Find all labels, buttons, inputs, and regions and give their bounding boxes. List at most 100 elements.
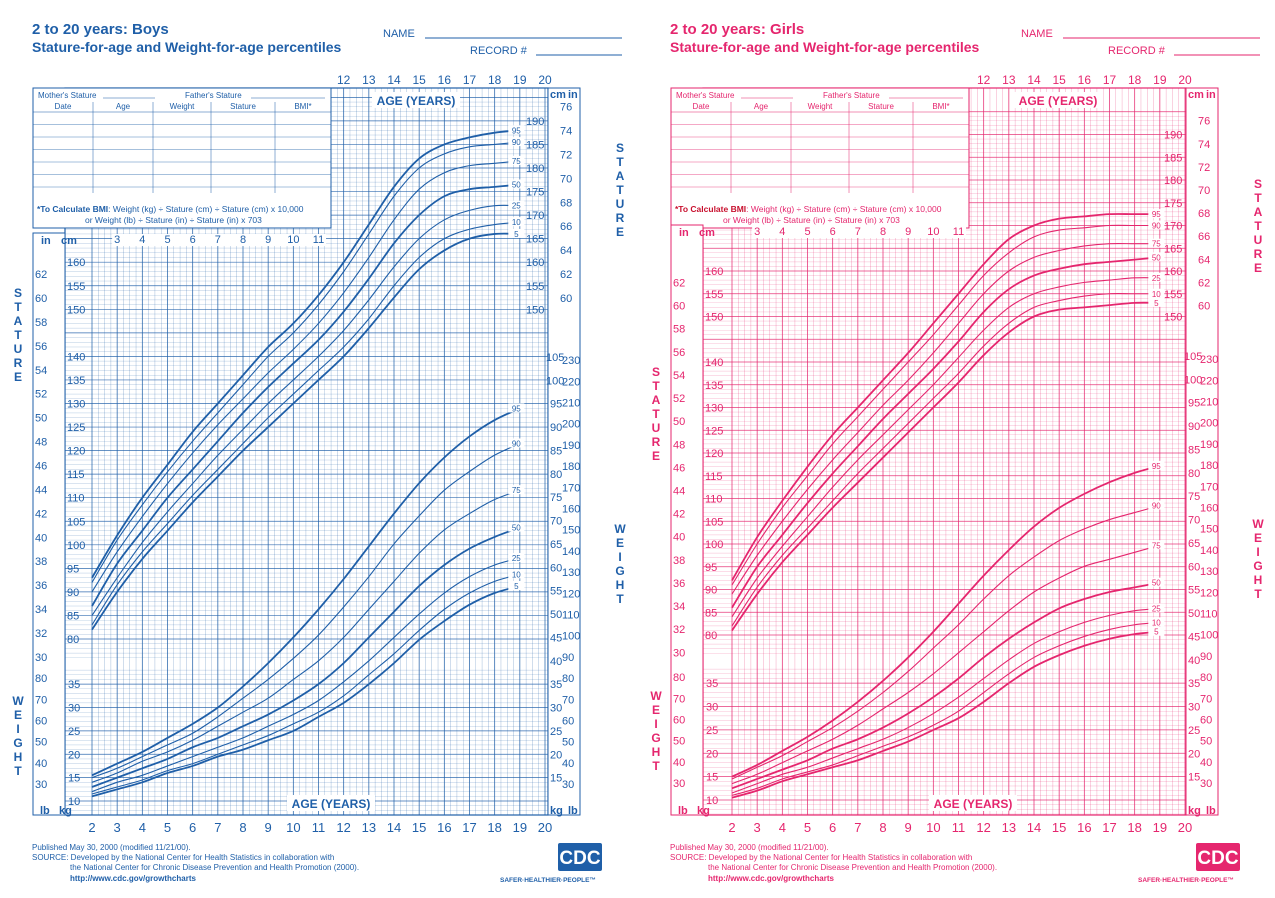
top-age-tick: 14 [387,73,401,87]
weight-label-bg [1148,626,1165,636]
weight-label-p75: 75 [512,486,521,495]
left-stature-in-tick: 46 [673,462,685,474]
vertical-letter: A [616,169,625,183]
right-stature-in-tick: 66 [1198,231,1210,243]
weight-label-p95: 95 [512,404,521,413]
name-label: NAME [1021,28,1053,40]
right-weight-lb-tick: 60 [562,716,574,728]
left-stature-in-tick: 38 [35,556,47,568]
unit-lb-right: lb [568,805,578,817]
left-stature-cm-tick: 95 [705,562,717,574]
right-weight-kg-tick: 45 [550,632,562,644]
left-stature-in-tick: 42 [35,508,47,520]
left-weight-lb-tick: 30 [673,778,685,790]
age-label-bottom: AGE (YEARS) [934,797,1013,811]
footer-published: Published May 30, 2000 (modified 11/21/0… [32,843,191,852]
right-weight-kg-tick: 40 [550,656,562,668]
stature-curve-p25 [91,204,520,616]
right-weight-lb-tick: 110 [1200,609,1218,621]
right-weight-lb-tick: 210 [1200,397,1218,409]
right-weight-kg-tick: 75 [550,492,562,504]
vertical-letter: E [1254,261,1262,275]
right-weight-lb-tick: 200 [1200,418,1218,430]
left-stature-in-tick: 62 [35,269,47,281]
bottom-age-tick: 2 [88,820,95,835]
inner-age-tick: 5 [804,226,810,238]
left-weight-lb-tick: 50 [673,736,685,748]
bottom-age-tick: 18 [1127,820,1141,835]
left-stature-in-tick: 52 [673,393,685,405]
vertical-letter: R [652,435,661,449]
vertical-letter: E [652,449,660,463]
stature-label-bg [508,217,525,227]
vertical-letter: I [654,717,657,731]
top-age-tick: 14 [1027,73,1041,87]
left-stature-cm-tick: 120 [705,448,723,460]
left-stature-cm-tick: 125 [67,422,85,434]
stature-label-bg [1148,288,1165,298]
inner-age-tick: 8 [880,226,886,238]
weight-label-bg [1148,460,1165,470]
cdc-logo-text: CDC [559,848,600,869]
vertical-letter: T [1254,219,1262,233]
weight-curve-p75 [731,544,1160,785]
weight-label-p50: 50 [1152,579,1161,588]
unit-kg-label: kg [697,805,710,817]
right-weight-lb-tick: 200 [562,419,580,431]
stature-label-p90: 90 [1152,222,1161,231]
vertical-letter: W [1252,517,1264,531]
stature-label-p95: 95 [1152,210,1161,219]
left-stature-cm-tick: 160 [67,257,85,269]
vertical-letter: S [14,286,22,300]
left-stature-in-tick: 58 [673,324,685,336]
top-age-tick: 15 [412,73,426,87]
name-label: NAME [383,28,415,40]
weight-curve-p75 [91,489,521,783]
right-weight-lb-tick: 120 [562,588,580,600]
right-weight-kg-tick: 90 [550,422,562,434]
footer-source-2: the National Center for Chronic Disease … [70,863,359,872]
top-age-tick: 19 [513,73,527,87]
vertical-letter: H [616,578,625,592]
stature-label-bg [1148,272,1165,282]
weight-curve-p50 [731,581,1160,790]
left-stature-in-tick: 36 [35,580,47,592]
left-stature-cm-tick: 160 [705,266,723,278]
stature-label-p75: 75 [512,157,521,166]
left-weight-kg-tick: 10 [68,796,80,808]
vertical-letter: E [652,703,660,717]
unit-kg-label: kg [59,805,72,817]
chart-subtitle: Stature-for-age and Weight-for-age perce… [32,39,342,55]
left-stature-in-tick: 56 [673,347,685,359]
bottom-age-tick: 7 [214,820,221,835]
age-label-bg [287,795,375,811]
vertical-letter: E [14,370,22,384]
inner-age-tick: 3 [754,226,760,238]
left-stature-in-tick: 62 [673,277,685,289]
vertical-letter: T [14,328,22,342]
bmi-note-bold: *To Calculate BMI [675,204,746,214]
right-stature-in-tick: 62 [1198,277,1210,289]
left-stature-in-tick: 36 [673,578,685,590]
table-header-date: Date [693,102,710,111]
bottom-age-tick: 14 [1027,820,1041,835]
right-weight-kg-tick: 55 [1188,585,1200,597]
left-weight-lb-tick: 50 [35,737,47,749]
right-weight-kg-tick: 80 [1188,468,1200,480]
stature-label-p5: 5 [1154,299,1159,308]
vertical-letter: U [1254,233,1263,247]
unit-in-label: in [41,235,51,247]
vertical-letter: R [14,356,23,370]
left-stature-cm-tick: 120 [67,446,85,458]
table-header-weight: Weight [808,102,834,111]
left-weight-kg-tick: 30 [706,702,718,714]
vertical-letter: G [651,731,660,745]
top-age-tick: 18 [1128,73,1142,87]
stature-label-bg [1148,209,1165,219]
left-stature-cm-tick: 90 [705,585,717,597]
vertical-letter: E [14,708,22,722]
inner-age-tick: 10 [287,234,299,246]
weight-curve-p90 [731,505,1160,780]
